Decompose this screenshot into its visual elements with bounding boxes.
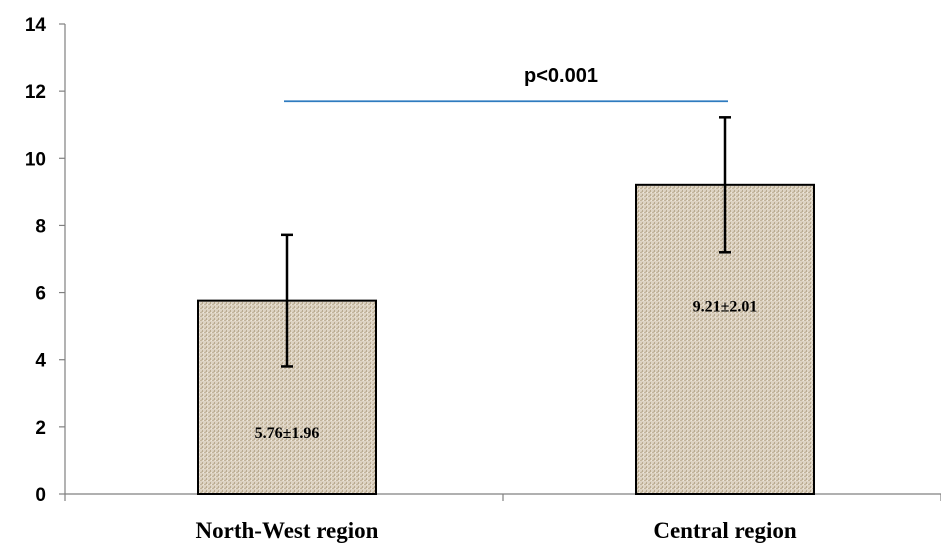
x-category-label: Central region: [653, 518, 797, 543]
y-tick-label: 14: [25, 15, 47, 36]
data-label: 9.21±2.01: [693, 298, 758, 315]
y-tick-label: 12: [25, 82, 46, 103]
x-category-label: North-West region: [196, 518, 379, 543]
y-tick-label: 8: [35, 216, 46, 237]
y-tick-label: 6: [35, 284, 46, 305]
bars: [197, 100, 815, 496]
significance-label: p<0.001: [524, 65, 598, 87]
data-label: 5.76±1.96: [255, 425, 320, 442]
y-tick-label: 4: [35, 351, 46, 372]
y-tick-label: 0: [35, 485, 46, 506]
labels: 0 2 4 6 8 10 12 14 5.76±1.96 North-West region 9.2…: [25, 15, 797, 543]
y-tick-label: 10: [25, 149, 46, 170]
y-tick-label: 2: [35, 418, 46, 439]
